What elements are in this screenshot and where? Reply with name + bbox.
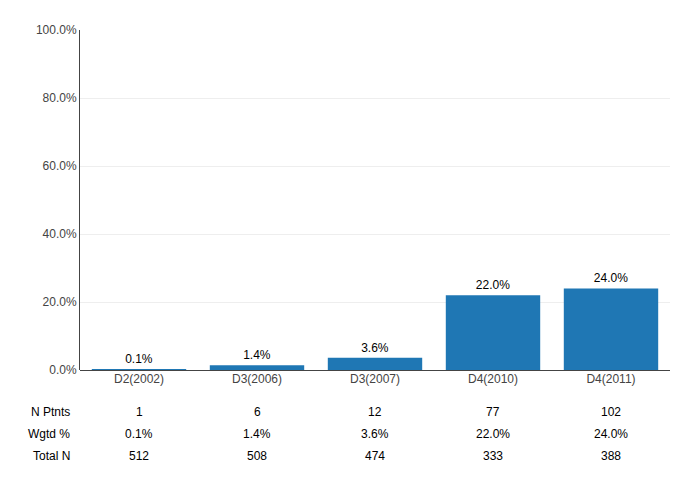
svg-text:D3(2007): D3(2007) bbox=[350, 372, 400, 386]
svg-text:80.0%: 80.0% bbox=[43, 91, 77, 105]
svg-text:22.0%: 22.0% bbox=[476, 427, 510, 441]
svg-text:Wgtd %: Wgtd % bbox=[28, 427, 70, 441]
svg-text:474: 474 bbox=[365, 449, 385, 463]
svg-text:0.1%: 0.1% bbox=[125, 427, 153, 441]
svg-text:102: 102 bbox=[601, 405, 621, 419]
svg-text:22.0%: 22.0% bbox=[476, 278, 510, 292]
svg-text:24.0%: 24.0% bbox=[594, 271, 628, 285]
svg-text:333: 333 bbox=[483, 449, 503, 463]
svg-text:1: 1 bbox=[136, 405, 143, 419]
svg-text:6: 6 bbox=[254, 405, 261, 419]
svg-text:0.0%: 0.0% bbox=[49, 363, 77, 377]
svg-text:D4(2010): D4(2010) bbox=[468, 372, 518, 386]
svg-text:12: 12 bbox=[368, 405, 382, 419]
svg-text:100.0%: 100.0% bbox=[36, 23, 77, 37]
svg-text:D4(2011): D4(2011) bbox=[586, 372, 635, 386]
svg-text:3.6%: 3.6% bbox=[361, 427, 389, 441]
svg-text:1.4%: 1.4% bbox=[243, 348, 271, 362]
svg-text:D3(2006): D3(2006) bbox=[232, 372, 282, 386]
svg-text:512: 512 bbox=[129, 449, 149, 463]
svg-text:40.0%: 40.0% bbox=[43, 227, 77, 241]
svg-text:3.6%: 3.6% bbox=[361, 341, 389, 355]
svg-text:388: 388 bbox=[601, 449, 621, 463]
svg-text:N Ptnts: N Ptnts bbox=[31, 405, 70, 419]
svg-text:Total N: Total N bbox=[33, 449, 70, 463]
svg-text:20.0%: 20.0% bbox=[43, 295, 77, 309]
svg-text:77: 77 bbox=[486, 405, 500, 419]
svg-text:24.0%: 24.0% bbox=[594, 427, 628, 441]
svg-text:0.1%: 0.1% bbox=[125, 352, 153, 366]
svg-text:1.4%: 1.4% bbox=[243, 427, 271, 441]
svg-text:60.0%: 60.0% bbox=[43, 159, 77, 173]
svg-text:D2(2002): D2(2002) bbox=[114, 372, 164, 386]
svg-text:508: 508 bbox=[247, 449, 267, 463]
